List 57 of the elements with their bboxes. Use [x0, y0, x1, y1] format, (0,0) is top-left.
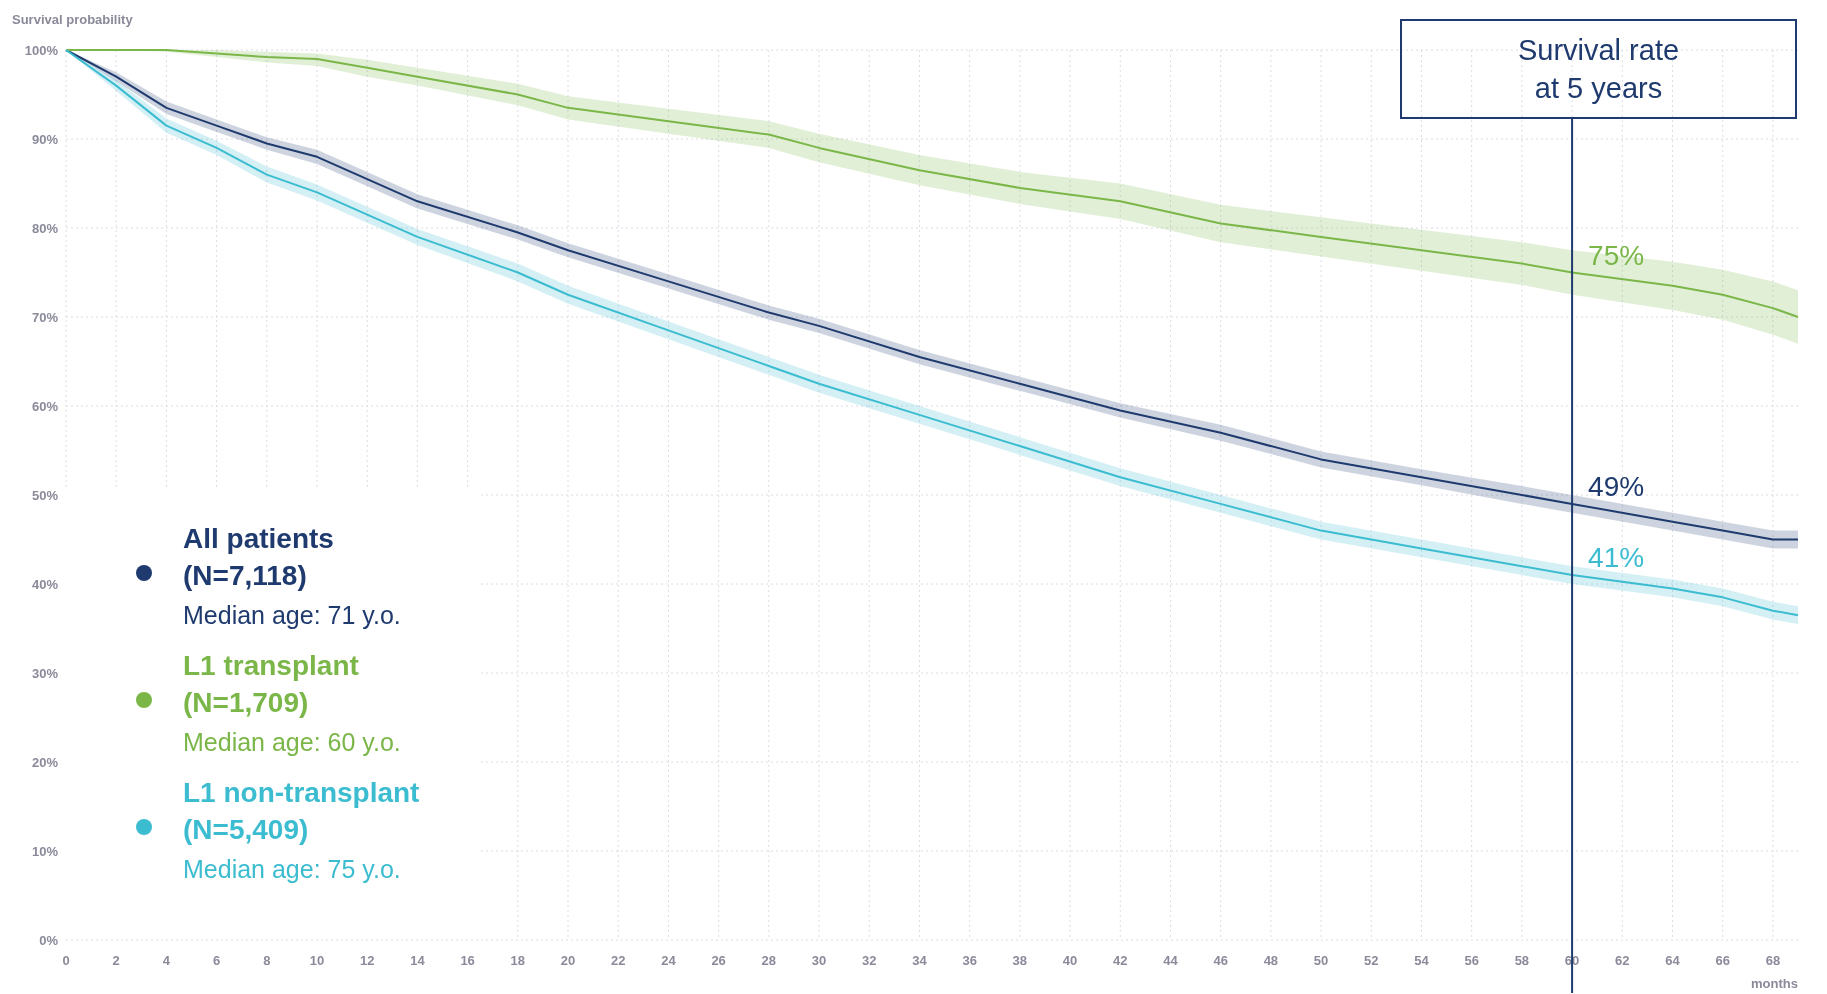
ref-line-label: Survival rate at 5 years: [1517, 34, 1680, 104]
y-tick-label: 50%: [31, 487, 59, 503]
x-tick-label: 14: [410, 953, 426, 968]
y-tick-label: 20%: [31, 754, 59, 770]
x-tick-label: 6: [212, 953, 221, 968]
x-tick-label: 26: [711, 953, 726, 968]
x-tick-label: 10: [309, 953, 325, 968]
x-tick-label: 62: [1615, 953, 1630, 968]
annotation: 41%: [1588, 542, 1645, 574]
y-tick-label: 60%: [31, 398, 59, 414]
x-tick-label: 16: [460, 953, 475, 968]
x-tick-label: 32: [862, 953, 877, 968]
annotation: Median age: 75 y.o.: [183, 855, 401, 883]
y-tick-label: 80%: [31, 220, 59, 236]
x-tick-label: 58: [1514, 953, 1530, 968]
x-tick-label: 34: [912, 953, 928, 968]
x-tick-label: 36: [962, 953, 977, 968]
x-tick-label: 30: [811, 953, 827, 968]
legend-label: L1 transplant (N=1,709): [183, 650, 359, 718]
x-tick-label: 54: [1414, 953, 1430, 968]
x-tick-label: 66: [1715, 953, 1730, 968]
y-tick-label: 0%: [39, 932, 59, 948]
x-tick-label: 22: [611, 953, 626, 968]
x-tick-label: 12: [359, 953, 375, 968]
x-tick-label: 18: [510, 953, 526, 968]
x-tick-label: 64: [1665, 953, 1681, 968]
annotation: 75%: [1588, 239, 1645, 271]
x-tick-label: 50: [1313, 953, 1329, 968]
legend-label: All patients (N=7,118): [183, 523, 334, 591]
x-tick-label: 44: [1163, 953, 1179, 968]
y-tick-label: 100%: [24, 42, 59, 58]
x-tick-label: 24: [661, 953, 677, 968]
x-tick-label: 2: [112, 953, 120, 968]
x-tick-label: 56: [1464, 953, 1479, 968]
x-tick-label: 28: [761, 953, 777, 968]
x-tick-label: 4: [162, 953, 171, 968]
x-tick-label: 48: [1263, 953, 1279, 968]
y-tick-label: 70%: [31, 309, 59, 325]
annotation: Median age: 60 y.o.: [183, 728, 401, 756]
x-tick-label: 38: [1012, 953, 1028, 968]
legend-label: L1 non-transplant (N=5,409): [183, 777, 420, 845]
y-axis-title: Survival probability: [12, 12, 134, 27]
annotation: 49%: [1588, 470, 1645, 502]
y-tick-label: 40%: [31, 576, 59, 592]
x-tick-label: 68: [1765, 953, 1781, 968]
annotation: Median age: 71 y.o.: [183, 601, 401, 629]
x-tick-label: 46: [1213, 953, 1228, 968]
x-tick-label: 0: [62, 953, 70, 968]
x-tick-label: 40: [1062, 953, 1078, 968]
x-axis-title: months: [1751, 976, 1798, 991]
x-tick-label: 20: [560, 953, 576, 968]
y-tick-label: 30%: [31, 665, 59, 681]
y-tick-label: 90%: [31, 131, 59, 147]
y-tick-label: 10%: [31, 843, 59, 859]
x-tick-label: 8: [263, 953, 271, 968]
x-tick-label: 52: [1364, 953, 1379, 968]
x-tick-label: 42: [1113, 953, 1128, 968]
